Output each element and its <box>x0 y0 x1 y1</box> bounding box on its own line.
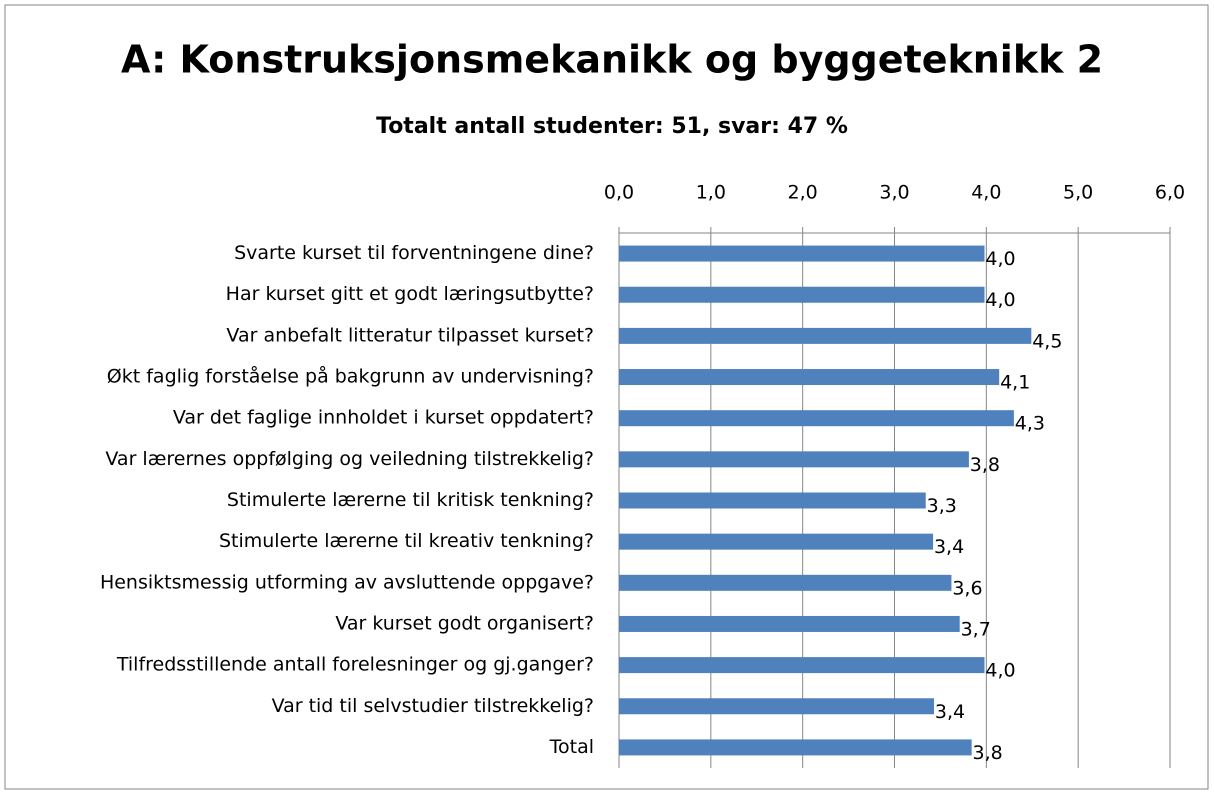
x-tick-label: 1,0 <box>696 182 726 204</box>
y-tick-label: Økt faglig forståelse på bakgrunn av und… <box>107 365 594 388</box>
value-label: 3,6 <box>952 577 982 599</box>
bar <box>619 657 985 674</box>
x-tick-label: 4,0 <box>971 182 1001 204</box>
y-tick-label: Total <box>549 736 594 758</box>
y-tick-label: Har kurset gitt et godt læringsutbytte? <box>226 283 594 305</box>
x-tick-label: 3,0 <box>879 182 909 204</box>
value-label: 3,3 <box>927 495 957 517</box>
value-label: 4,3 <box>1015 413 1045 435</box>
bar <box>619 327 1032 344</box>
y-tick-label: Hensiktsmessig utforming av avsluttende … <box>100 571 594 593</box>
value-label: 3,8 <box>970 454 1000 476</box>
bar <box>619 451 969 468</box>
value-label: 3,4 <box>935 701 965 723</box>
bar <box>619 533 934 550</box>
y-tick-label: Svarte kurset til forventningene dine? <box>234 242 594 264</box>
y-tick-label: Var lærernes oppfølging og veiledning ti… <box>105 448 594 470</box>
x-tick-label: 2,0 <box>788 182 818 204</box>
bar <box>619 574 952 591</box>
chart-title: A: Konstruksjonsmekanikk og byggeteknikk… <box>121 38 1103 82</box>
bar <box>619 698 934 715</box>
value-label: 3,7 <box>961 618 991 640</box>
value-label: 4,0 <box>985 248 1015 270</box>
value-label: 4,0 <box>985 289 1015 311</box>
y-tick-label: Stimulerte lærerne til kritisk tenkning? <box>227 489 594 511</box>
value-label: 4,5 <box>1032 330 1062 352</box>
value-label: 4,1 <box>1000 372 1030 394</box>
y-tick-label: Var tid til selvstudier tilstrekkelig? <box>272 695 594 717</box>
value-label: 3,4 <box>934 536 964 558</box>
bar <box>619 245 985 262</box>
y-tick-label: Tilfredsstillende antall forelesninger o… <box>116 654 594 676</box>
y-tick-label: Var kurset godt organisert? <box>335 612 594 634</box>
chart-frame <box>4 4 1209 790</box>
bar <box>619 739 972 756</box>
value-label: 4,0 <box>985 660 1015 682</box>
bar <box>619 410 1014 427</box>
y-tick-label: Var det faglige innholdet i kurset oppda… <box>173 407 594 429</box>
bar <box>619 492 926 509</box>
chart-subtitle: Totalt antall studenter: 51, svar: 47 % <box>376 114 848 139</box>
x-tick-label: 5,0 <box>1063 182 1093 204</box>
y-tick-label: Var anbefalt litteratur tilpasset kurset… <box>226 324 594 346</box>
x-tick-label: 0,0 <box>604 182 634 204</box>
bar <box>619 615 960 632</box>
x-tick-label: 6,0 <box>1155 182 1185 204</box>
y-tick-label: Stimulerte lærerne til kreativ tenkning? <box>219 530 594 552</box>
value-label: 3,8 <box>973 742 1003 764</box>
bar <box>619 286 985 303</box>
bar <box>619 369 1000 386</box>
